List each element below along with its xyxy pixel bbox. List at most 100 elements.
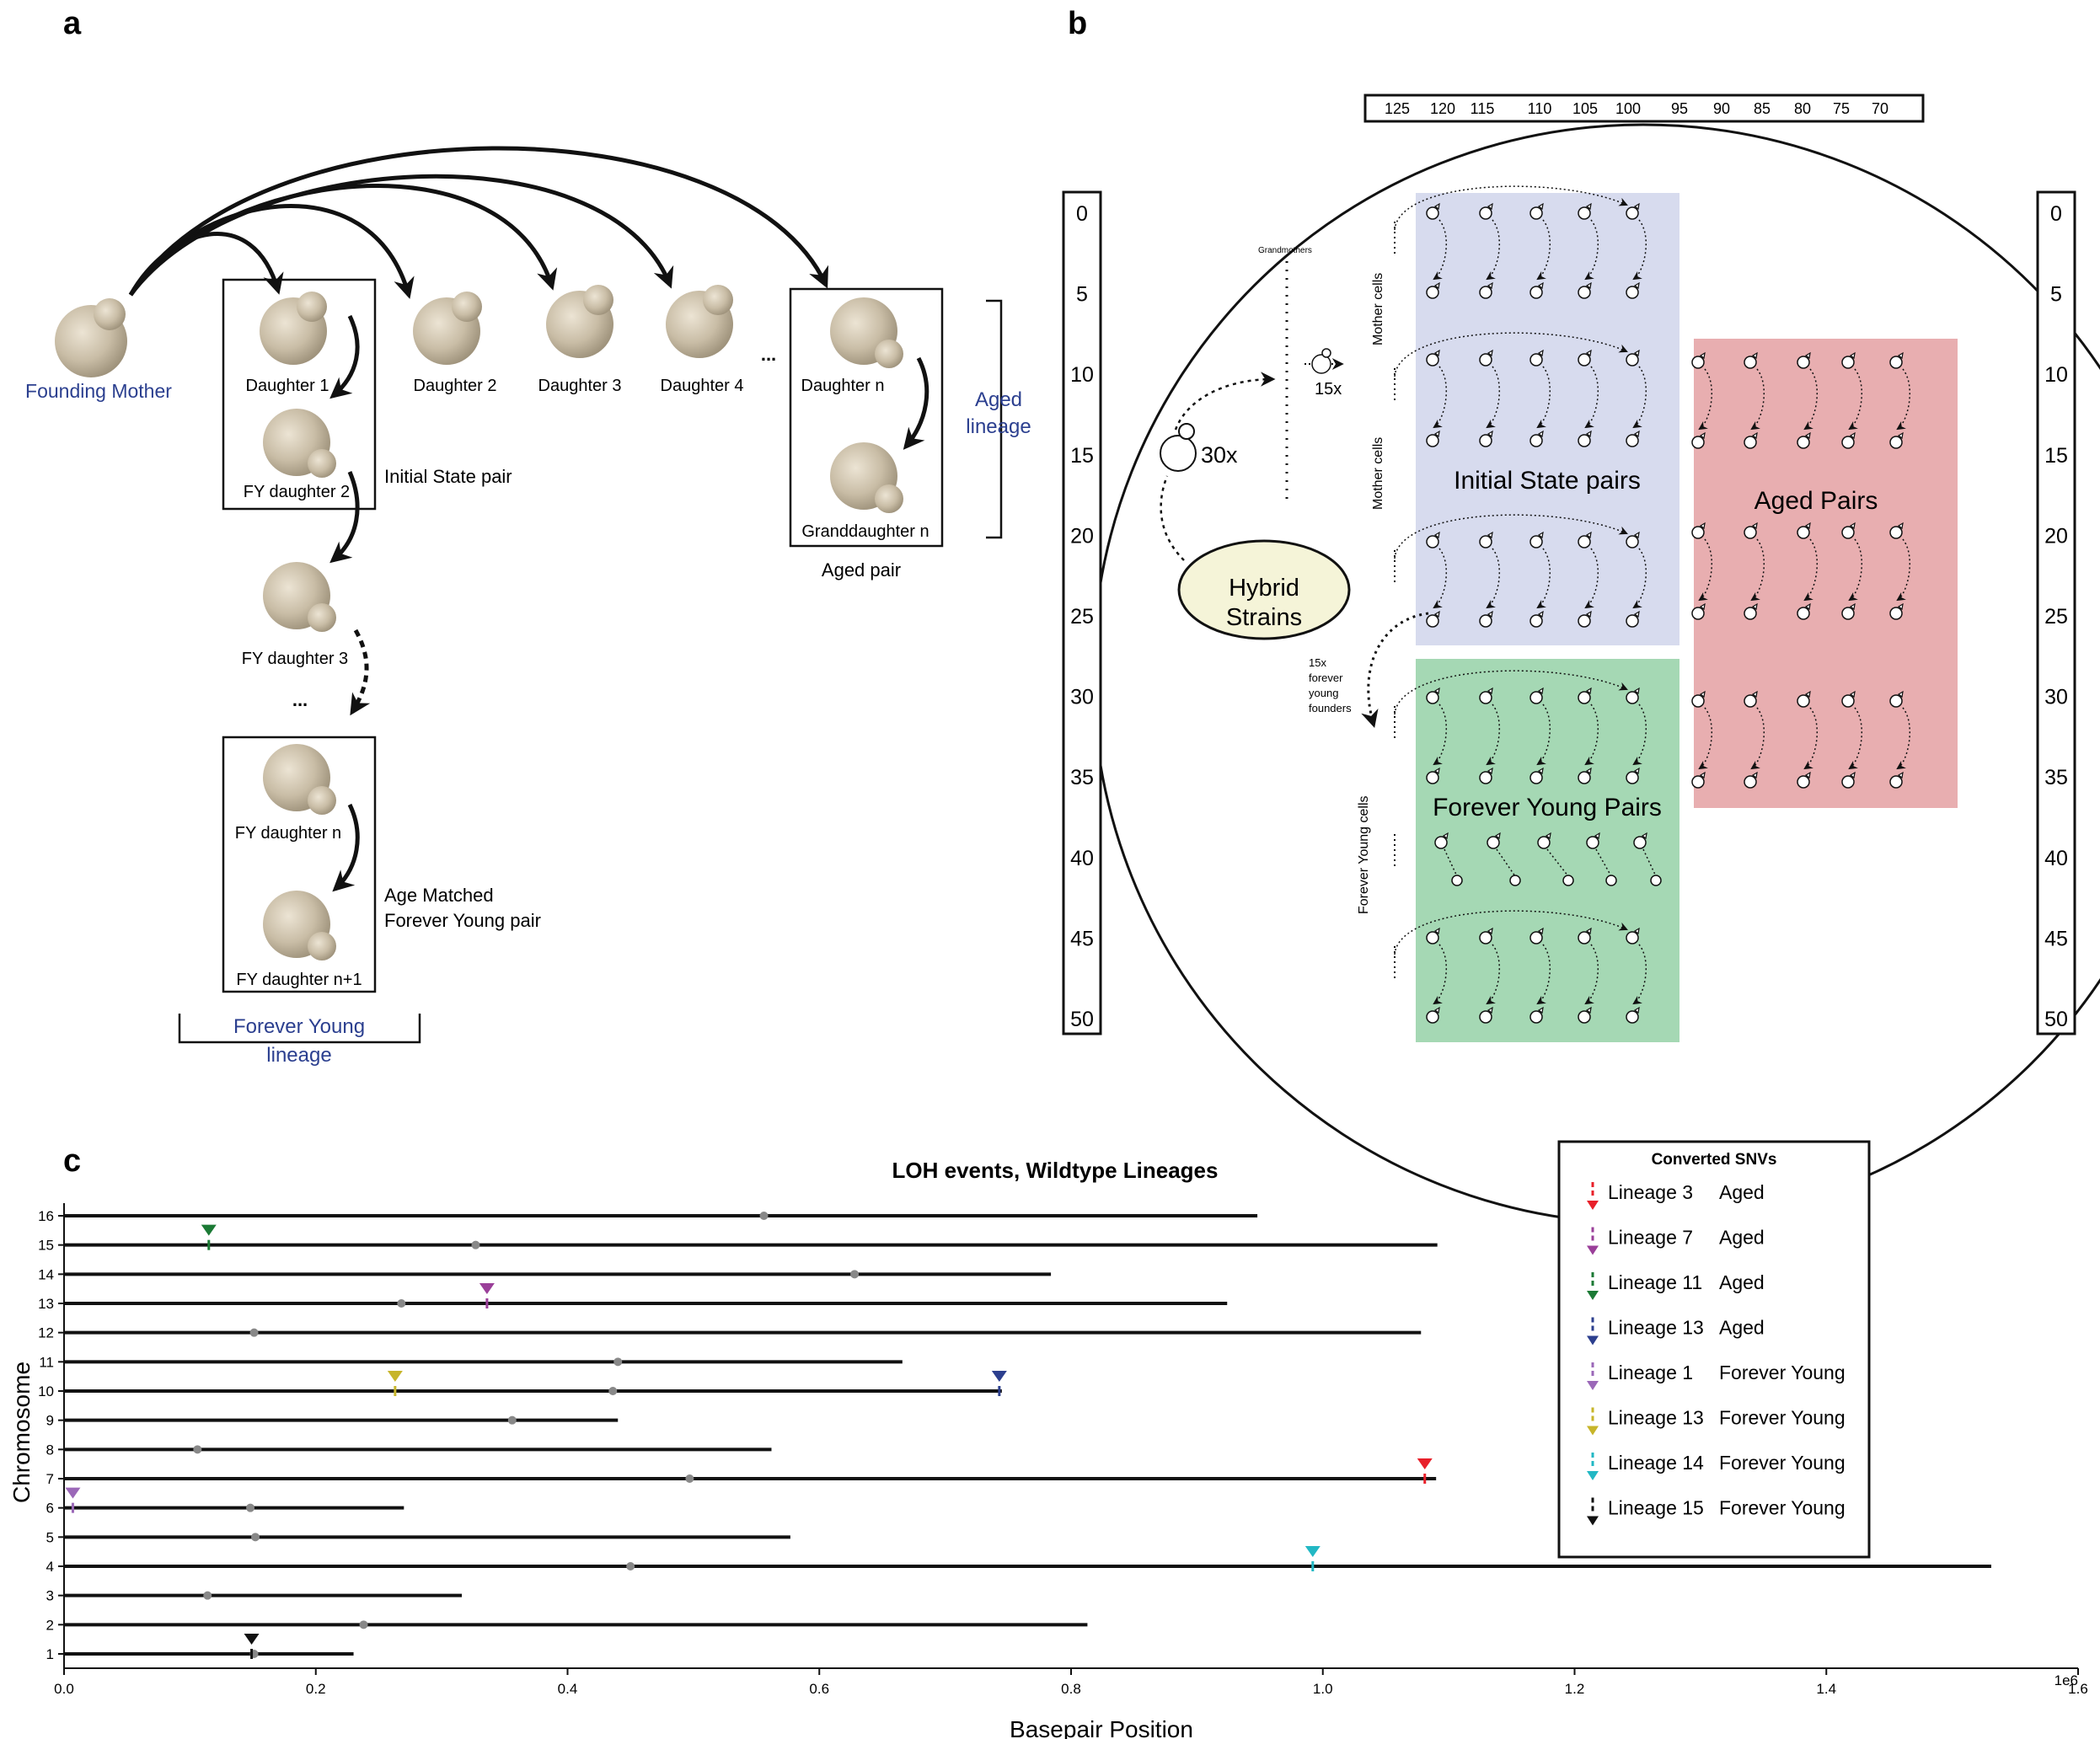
dish-cell	[1744, 602, 1758, 620]
right-scale-tick: 45	[2044, 927, 2068, 950]
dish-cell	[1691, 522, 1706, 539]
legend-item: Lineage 3 Aged	[1587, 1181, 1765, 1210]
legend-group-label: Aged	[1719, 1181, 1765, 1203]
dish-cell	[1889, 690, 1904, 708]
forever-young-cells-label: Forever Young cells	[1357, 795, 1371, 914]
dish-cell	[1797, 771, 1811, 789]
fy-daughter-n1-label: FY daughter n+1	[236, 971, 362, 989]
centromere-point	[249, 1328, 259, 1337]
centromere-point	[203, 1591, 212, 1600]
dish-lineage-arrow	[1536, 944, 1551, 1005]
legend-swatch-marker	[1587, 1426, 1599, 1436]
dish-cell	[1529, 767, 1544, 784]
dish-cell	[1841, 690, 1856, 708]
x-tick-label: 1.6	[2068, 1681, 2088, 1697]
dish-cell	[1626, 927, 1640, 944]
top-scale-box	[1363, 94, 1925, 123]
dish-cell	[1537, 832, 1551, 849]
centromere-point	[759, 1212, 769, 1220]
legend-group-label: Forever Young	[1719, 1407, 1846, 1429]
centromere-point	[193, 1445, 202, 1454]
aged-pairs-label: Aged Pairs	[1754, 487, 1878, 515]
pair-boxes-a	[222, 278, 944, 993]
top-scale-tick: 120	[1430, 100, 1455, 117]
dish-bud	[1605, 875, 1617, 886]
dish-cell	[1578, 531, 1592, 548]
right-scale-box	[2036, 190, 2076, 1035]
aged-region	[1694, 339, 1958, 808]
top-scale-tick: 85	[1754, 100, 1771, 117]
panel-b: b 125 120 115 110 105 100 95 90 85 80 75…	[1062, 6, 2100, 1225]
top-scale-tick: 105	[1572, 100, 1598, 117]
dish-lineage-arrow	[1536, 704, 1551, 766]
dish-lineage-arrow	[1584, 219, 1599, 281]
dish-lineage-arrow	[1486, 548, 1501, 609]
dish-lineage-arrow	[1433, 548, 1448, 609]
legend-swatch-marker	[1587, 1335, 1599, 1346]
fy-daughter-3-label: FY daughter 3	[242, 650, 348, 668]
panel-a: a	[25, 6, 1031, 1067]
y-tick-label: 5	[46, 1529, 54, 1545]
forever-young-pairs-label: Forever Young Pairs	[1433, 794, 1662, 821]
dish-cell	[1841, 351, 1856, 369]
right-scale-tick: 35	[2044, 766, 2068, 789]
right-scale-tick: 20	[2044, 524, 2068, 548]
left-scale-tick: 0	[1076, 202, 1088, 226]
dish-lineage-arrow	[1896, 368, 1911, 431]
dish-cell	[1479, 610, 1493, 628]
dish-lineage-arrow	[1698, 368, 1713, 431]
dish-cell	[1479, 349, 1493, 367]
dish-lineage-arrow	[1848, 368, 1863, 431]
dish-cell	[1633, 832, 1647, 849]
legend-group-label: Forever Young	[1719, 1362, 1846, 1383]
legend-swatch-marker	[1587, 1516, 1599, 1526]
dish-lineage-arrow	[1632, 944, 1647, 1005]
fy-ellipsis: ...	[292, 689, 308, 710]
y-tick-label: 6	[46, 1501, 54, 1517]
dish-lineage-arrow	[1632, 219, 1647, 281]
dish-cells	[1394, 185, 1911, 1024]
dish-cell	[1626, 281, 1640, 299]
legend-item: Lineage 13 Forever Young	[1587, 1407, 1846, 1436]
dish-cell	[1529, 281, 1544, 299]
dish-cell	[1889, 522, 1904, 539]
centromere-point	[608, 1387, 618, 1395]
dish-cell	[1586, 832, 1600, 849]
dish-cell	[1626, 531, 1640, 548]
y-tick-label: 1	[46, 1646, 54, 1662]
dish-cell	[1691, 771, 1706, 789]
left-scale-tick: 40	[1070, 847, 1094, 870]
dish-cell	[1529, 531, 1544, 548]
grandmother-cell-icon	[1311, 348, 1331, 374]
y-tick-label: 10	[38, 1383, 54, 1399]
top-scale-tick: 110	[1528, 100, 1552, 117]
legend-lineage-label: Lineage 13	[1608, 1317, 1704, 1339]
centromere-point	[685, 1474, 694, 1483]
y-tick-label: 16	[38, 1208, 54, 1224]
x-tick-label: 0.8	[1061, 1681, 1081, 1697]
dish-cell	[1626, 1006, 1640, 1024]
dish-bud	[1562, 875, 1574, 886]
left-scale-tick: 20	[1070, 524, 1094, 548]
legend-lineage-label: Lineage 11	[1608, 1271, 1702, 1293]
top-scale-tick: 115	[1471, 100, 1495, 117]
dish-cell	[1529, 202, 1544, 220]
right-scale-tick: 5	[2050, 283, 2062, 307]
legend-group-label: Forever Young	[1719, 1452, 1846, 1474]
right-scale-tick: 25	[2044, 605, 2068, 629]
panel-label-a: a	[63, 6, 82, 41]
mother-cells-label-2: Mother cells	[1371, 437, 1385, 510]
top-scale-tick: 75	[1833, 100, 1850, 117]
dish-cell	[1889, 602, 1904, 620]
hybrid-label-1: Hybrid	[1229, 575, 1299, 602]
founding-mother-label: Founding Mother	[25, 380, 172, 402]
dish-cell	[1744, 771, 1758, 789]
centromere-point	[251, 1533, 260, 1542]
dish-cell	[1841, 602, 1856, 620]
y-tick-label: 12	[38, 1325, 54, 1341]
dish-lineage-arrow	[1433, 944, 1448, 1005]
right-scale-tick: 40	[2044, 847, 2068, 870]
x-tick-label: 1.4	[1816, 1681, 1836, 1697]
dish-cell	[1426, 610, 1440, 628]
